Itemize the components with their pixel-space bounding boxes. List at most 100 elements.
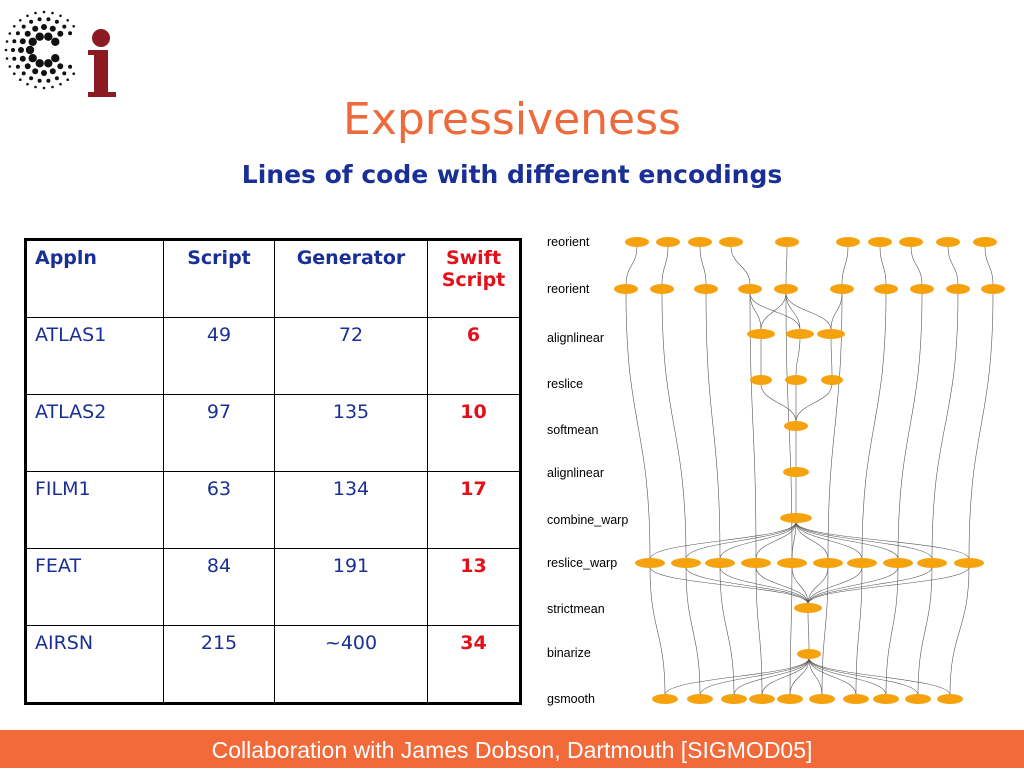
- graph-edge: [625, 292, 651, 560]
- graph-node: [738, 284, 762, 294]
- graph-edge: [785, 245, 788, 286]
- stage-label: strictmean: [547, 602, 605, 616]
- graph-node: [694, 284, 718, 294]
- graph-node: [821, 375, 843, 385]
- graph-edge: [685, 566, 701, 696]
- graph-edge: [649, 566, 666, 696]
- graph-edge: [699, 657, 810, 696]
- graph-edge: [661, 292, 687, 560]
- cell-script: 215: [163, 625, 275, 704]
- graph-edge: [755, 566, 809, 605]
- graph-edge: [808, 657, 887, 696]
- graph-edge: [661, 245, 669, 286]
- lines-of-code-table: Appln Script Generator Swift Script ATLAS…: [24, 238, 522, 705]
- graph-node: [830, 284, 854, 294]
- graph-edge: [719, 566, 735, 696]
- cell-script: 84: [163, 548, 275, 626]
- logo-dot: [42, 10, 46, 14]
- graph-edge: [795, 521, 863, 560]
- logo-dot: [18, 47, 24, 53]
- graph-node: [747, 329, 775, 339]
- graph-edge: [807, 566, 970, 605]
- logo-dot: [41, 70, 47, 76]
- logo-dot: [57, 30, 64, 37]
- logo-dot: [62, 24, 67, 29]
- graph-edge: [719, 521, 797, 560]
- logo-dot: [66, 78, 69, 81]
- stage-label: reslice_warp: [547, 556, 617, 570]
- logo-dot: [51, 37, 60, 46]
- graph-edge: [807, 566, 863, 605]
- stage-label: reorient: [547, 235, 590, 249]
- cell-script: 97: [163, 394, 275, 472]
- graph-node: [656, 237, 680, 247]
- logo-dot: [28, 54, 37, 63]
- stage-label: alignlinear: [547, 466, 604, 480]
- graph-node: [652, 694, 678, 704]
- graph-edge: [897, 292, 923, 560]
- graph-edge: [807, 566, 829, 605]
- cell-generator: 134: [274, 471, 428, 549]
- cell-appln: ATLAS1: [25, 317, 164, 395]
- logo-dot: [19, 55, 26, 62]
- logo-dot: [59, 82, 62, 86]
- logo-dot: [15, 64, 20, 69]
- graph-edge: [625, 245, 638, 286]
- table-row: FEAT 84 191 13: [25, 548, 521, 626]
- logo-dot: [72, 25, 75, 28]
- logo-dot: [29, 76, 34, 81]
- graph-edge: [699, 245, 707, 286]
- graph-node: [868, 237, 892, 247]
- graph-edge: [808, 657, 823, 696]
- graph-node: [750, 375, 772, 385]
- cell-swift-script: 34: [427, 625, 521, 704]
- graph-node: [954, 558, 984, 568]
- graph-node: [809, 694, 835, 704]
- header-script: Script: [163, 239, 275, 318]
- workflow-graph: reorient reorient alignlinear reslice so…: [547, 235, 1005, 706]
- logo-dot: [35, 59, 44, 68]
- graph-edge: [733, 657, 810, 696]
- logo-dot: [49, 68, 56, 75]
- logo-dot: [11, 48, 15, 52]
- graph-edge: [749, 292, 757, 560]
- graph-edge: [841, 245, 849, 286]
- graph-node: [783, 467, 809, 477]
- logo-dot: [26, 82, 29, 86]
- graph-edge: [755, 521, 797, 560]
- logo-dot: [5, 57, 9, 60]
- logo-dot: [68, 64, 73, 69]
- logo-dot: [26, 14, 29, 18]
- logo-dot: [25, 45, 35, 55]
- logo-dot: [28, 37, 37, 46]
- graph-edge: [808, 657, 951, 696]
- stage-label: gsmooth: [547, 692, 595, 706]
- graph-node: [741, 558, 771, 568]
- graph-edge: [785, 292, 801, 331]
- graph-edge: [861, 292, 887, 560]
- graph-edge: [949, 566, 970, 696]
- logo-dot: [57, 63, 64, 70]
- graph-node: [775, 237, 799, 247]
- graph-edge: [910, 245, 923, 286]
- graph-edge: [685, 521, 797, 560]
- graph-edge: [730, 245, 751, 286]
- graph-node: [625, 237, 649, 247]
- graph-node: [614, 284, 638, 294]
- graph-edge: [795, 383, 833, 423]
- table-row: ATLAS1 49 72 6: [25, 317, 521, 395]
- table-row: AIRSN 215 ~400 34: [25, 625, 521, 704]
- graph-node: [843, 694, 869, 704]
- cell-appln: FEAT: [25, 548, 164, 626]
- table-row: FILM1 63 134 17: [25, 471, 521, 549]
- graph-edge: [761, 657, 810, 696]
- graph-edge: [879, 245, 887, 286]
- logo-dot: [12, 39, 17, 44]
- graph-node: [847, 558, 877, 568]
- graph-edge: [827, 292, 843, 560]
- cell-appln: FILM1: [25, 471, 164, 549]
- graph-edge: [821, 566, 829, 696]
- logo-dot: [51, 85, 54, 89]
- graph-edge: [795, 521, 970, 560]
- logo-dot: [4, 48, 8, 52]
